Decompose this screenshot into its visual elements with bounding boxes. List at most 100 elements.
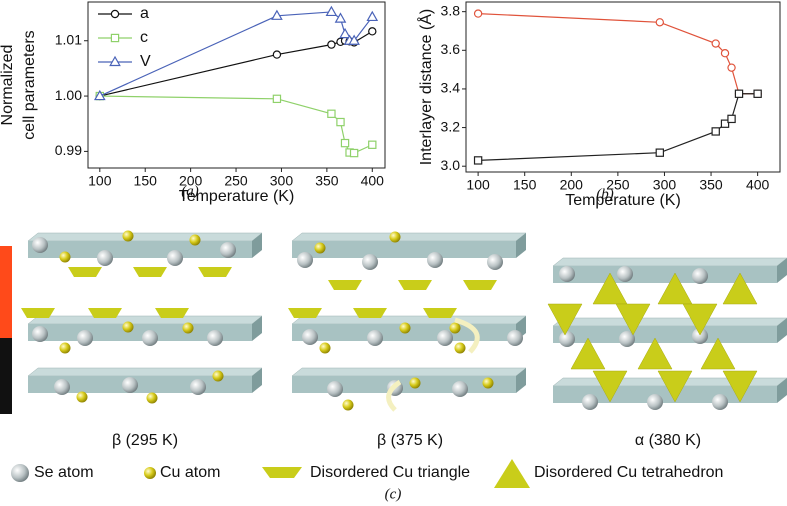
se-atom bbox=[692, 328, 708, 344]
cu-atom bbox=[59, 342, 71, 354]
se-atom bbox=[559, 266, 575, 282]
se-atom bbox=[302, 329, 318, 345]
x-tick-label: 400 bbox=[361, 173, 385, 189]
panel-label: (c) bbox=[385, 486, 402, 502]
cu-atom bbox=[409, 377, 421, 389]
legend-triangle-icon bbox=[262, 467, 302, 478]
se-atom bbox=[647, 394, 663, 410]
marker bbox=[753, 89, 762, 98]
se-atom bbox=[122, 377, 138, 393]
cu-tetrahedron bbox=[657, 370, 693, 403]
se-atom bbox=[452, 381, 468, 397]
cu-atom bbox=[449, 322, 461, 334]
slab-front bbox=[553, 326, 777, 343]
se-atom bbox=[297, 252, 313, 268]
x-tick-label: 100 bbox=[88, 173, 112, 189]
slab-top bbox=[291, 315, 527, 325]
se-atom bbox=[437, 330, 453, 346]
se-atom bbox=[362, 254, 378, 270]
cu-tetrahedron bbox=[722, 370, 758, 403]
slab-front bbox=[292, 376, 516, 393]
x-tick-label: 150 bbox=[513, 177, 537, 193]
marker bbox=[272, 94, 282, 104]
legend-label: Disordered Cu triangle bbox=[310, 464, 470, 481]
cu-atom bbox=[342, 399, 354, 411]
x-tick-label: 200 bbox=[560, 177, 584, 193]
cu-atom bbox=[482, 377, 494, 389]
x-tick-label: 200 bbox=[179, 173, 203, 189]
panel-label: (a) bbox=[181, 183, 199, 199]
slab-top bbox=[27, 232, 263, 242]
slab-top bbox=[27, 315, 263, 325]
cu-atom bbox=[399, 322, 411, 334]
charts: 100 150 200 250 300 350 400 0.99 1.00 1.01 Tempera… bbox=[0, 1, 781, 209]
se-atom bbox=[692, 268, 708, 284]
cu-tetrahedron bbox=[592, 370, 628, 403]
legend-label: Cu atom bbox=[160, 464, 220, 481]
se-atom bbox=[507, 330, 523, 346]
marker bbox=[339, 27, 351, 39]
marker bbox=[711, 39, 720, 48]
series-line bbox=[99, 95, 373, 154]
legend-marker bbox=[109, 55, 121, 67]
cu-atom bbox=[122, 321, 134, 333]
slab-top bbox=[552, 257, 787, 267]
legend-marker bbox=[110, 9, 120, 19]
legend-cu-icon bbox=[144, 467, 156, 479]
x-tick-label: 350 bbox=[699, 177, 723, 193]
se-atom bbox=[32, 326, 48, 342]
marker bbox=[327, 40, 336, 49]
y-tick-label: 0.99 bbox=[55, 142, 82, 158]
marker bbox=[711, 127, 720, 136]
cu-triangle bbox=[353, 308, 387, 318]
legend-label: c bbox=[140, 29, 148, 46]
caption: α (380 K) bbox=[635, 432, 701, 449]
marker bbox=[327, 109, 336, 118]
cu-triangle bbox=[328, 280, 362, 290]
slab-top bbox=[291, 367, 527, 377]
legend-label: a bbox=[140, 5, 149, 22]
marker bbox=[334, 12, 347, 23]
cu-tetrahedron bbox=[570, 337, 606, 370]
marker bbox=[93, 89, 106, 101]
cu-atom bbox=[389, 231, 401, 243]
se-atom bbox=[617, 266, 633, 282]
x-tick-label: 250 bbox=[224, 173, 248, 189]
marker bbox=[734, 89, 744, 98]
x-tick-label: 350 bbox=[315, 173, 339, 189]
color-bar-black bbox=[0, 338, 12, 414]
x-axis-label: Temperature (K) bbox=[179, 188, 295, 205]
se-atom bbox=[487, 254, 503, 270]
cu-triangle bbox=[423, 308, 457, 318]
cu-tetrahedron bbox=[682, 303, 718, 336]
se-atom bbox=[32, 237, 48, 253]
se-atom bbox=[142, 330, 158, 346]
y-tick-label: 3.0 bbox=[441, 157, 461, 173]
marker bbox=[473, 156, 483, 165]
y-tick-label: 3.6 bbox=[441, 41, 461, 57]
cu-atom bbox=[314, 242, 326, 254]
se-atom bbox=[712, 394, 728, 410]
slab-end bbox=[777, 318, 787, 343]
se-atom bbox=[167, 250, 183, 266]
se-atom bbox=[619, 331, 635, 347]
y-tick-label: 3.2 bbox=[441, 118, 461, 134]
y-axis-label: Interlayer distance (Å) bbox=[416, 9, 435, 166]
se-atom bbox=[207, 330, 223, 346]
marker bbox=[655, 148, 665, 157]
legend-tetra-icon bbox=[494, 459, 530, 488]
legend-marker bbox=[110, 33, 120, 43]
panel-label: (b) bbox=[596, 186, 614, 202]
se-atom bbox=[367, 330, 383, 346]
marker bbox=[655, 18, 665, 27]
y-axis-label: Normalized bbox=[0, 45, 16, 126]
cu-triangle bbox=[198, 267, 232, 277]
se-atom bbox=[582, 394, 598, 410]
plot-frame bbox=[465, 1, 781, 173]
se-atom bbox=[54, 379, 70, 395]
cu-triangle bbox=[21, 308, 55, 318]
cu-triangle bbox=[88, 308, 122, 318]
y-tick-label: 3.4 bbox=[441, 80, 461, 96]
cu-triangle bbox=[133, 267, 167, 277]
legend-label: V bbox=[140, 53, 151, 70]
